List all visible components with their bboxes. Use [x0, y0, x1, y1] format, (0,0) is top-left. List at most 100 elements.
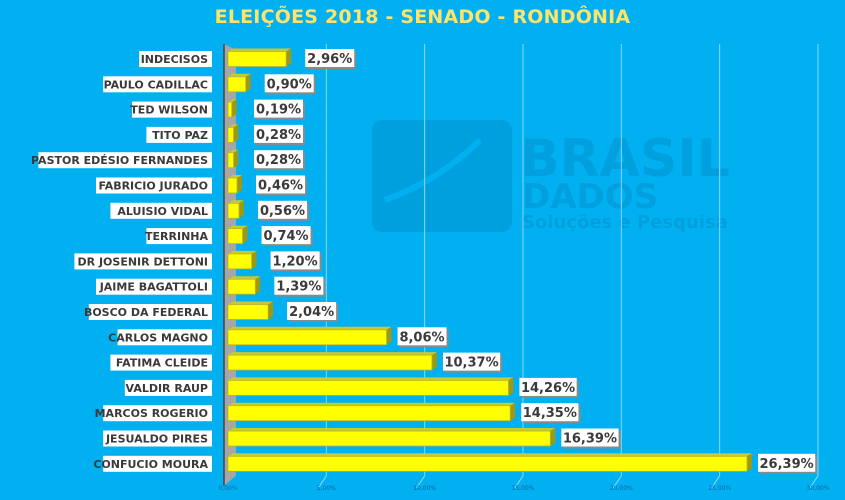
x-tick-label: 20,00%: [610, 485, 633, 492]
category-label-box: [103, 455, 212, 472]
value-label: 8,06%: [399, 330, 444, 345]
category-label: PASTOR EDÉSIO FERNANDES: [31, 154, 208, 167]
x-tick-label: 25,00%: [708, 485, 731, 492]
x-axis-ticks: 0,00% 5,00% 10,00% 15,00% 20,00% 25,00% 30,00%: [218, 485, 829, 492]
category-label: TITO PAZ: [152, 129, 208, 142]
category-label-box: [103, 76, 212, 93]
bar-side: [239, 200, 245, 219]
bar-side: [550, 428, 556, 446]
bar: [227, 228, 243, 245]
value-label-box: [254, 124, 303, 143]
value-label-box: [261, 226, 311, 245]
value-label: 1,20%: [273, 254, 318, 269]
category-label-box: [146, 228, 212, 245]
x-tick-label: 5,00%: [317, 485, 336, 492]
bar: [227, 152, 234, 169]
bar-top: [228, 225, 248, 229]
category-label-box: [103, 430, 212, 447]
category-label: VALDIR RAUP: [126, 382, 208, 395]
value-label: 16,39%: [563, 432, 617, 447]
value-label: 1,39%: [276, 280, 321, 295]
bar-top: [228, 175, 243, 178]
bar-side: [286, 48, 292, 67]
chart-title: ELEIÇÕES 2018 - SENADO - RONDÔNIA: [214, 6, 631, 28]
category-label-box: [117, 329, 212, 346]
bar-top: [228, 352, 437, 356]
bar-group: [227, 99, 237, 118]
category-label: CONFUCIO MOURA: [93, 458, 208, 471]
bar-group: [227, 124, 239, 143]
value-label: 26,39%: [760, 457, 814, 472]
bar: [227, 329, 387, 346]
category-label: CARLOS MAGNO: [108, 331, 208, 344]
bar-top: [228, 200, 245, 204]
bar: [227, 430, 551, 447]
bar-top: [228, 250, 257, 254]
category-label-box: [88, 304, 212, 320]
category-label-box: [132, 101, 212, 118]
x-tick-label: 0,00%: [218, 485, 237, 492]
bar-side: [233, 124, 239, 143]
bar-top: [228, 124, 239, 128]
x-tick-label: 30,00%: [807, 485, 830, 492]
bar: [227, 202, 240, 219]
category-label-box: [146, 126, 212, 143]
value-label-box: [270, 251, 320, 270]
bar-side: [255, 276, 261, 295]
value-label-box: [254, 150, 303, 169]
bar-top: [228, 453, 753, 457]
bar: [227, 101, 233, 118]
gridline-floor: [514, 475, 524, 489]
bar-group: [227, 276, 261, 295]
bar-group: [227, 453, 753, 472]
category-label: PAULO CADILLAC: [104, 78, 208, 91]
bar: [227, 354, 433, 371]
watermark-logo: BRASIL DADOS Soluções e Pesquisa: [372, 120, 730, 233]
bar-group: [227, 250, 257, 270]
bar-side: [251, 250, 257, 269]
bar-side: [747, 453, 753, 472]
bar-side: [386, 326, 392, 345]
category-label-box: [124, 379, 212, 396]
bar: [227, 177, 238, 194]
value-label-box: [397, 327, 447, 346]
watermark-arrow-icon: [383, 137, 483, 203]
bar-side: [237, 175, 243, 193]
bar-top: [228, 276, 261, 280]
bar: [227, 304, 269, 320]
category-label: TERRINHA: [145, 230, 208, 243]
bar-group: [227, 428, 556, 447]
value-label: 0,28%: [256, 153, 301, 168]
bar-side: [231, 99, 237, 118]
value-label: 2,04%: [289, 305, 334, 320]
bar-side: [431, 352, 437, 371]
category-label-box: [103, 405, 212, 422]
bar-top: [228, 377, 514, 381]
bar-group: [227, 225, 248, 245]
category-label: JAIME BAGATTOLI: [99, 281, 208, 294]
value-label: 2,96%: [307, 52, 352, 67]
value-label-box: [258, 200, 308, 219]
value-label: 0,74%: [263, 229, 308, 244]
bar-top: [228, 402, 516, 406]
value-label-box: [256, 175, 306, 194]
category-labels: INDECISOS PAULO CADILLAC TED WILSON TITO PA…: [31, 51, 213, 472]
bars: [227, 48, 753, 472]
x-tick-label: 15,00%: [512, 485, 535, 492]
bar-group: [227, 48, 292, 67]
category-label: BOSCO DA FEDERAL: [84, 306, 208, 319]
value-label-box: [442, 352, 501, 371]
bar-group: [227, 352, 437, 371]
value-label-box: [287, 302, 337, 320]
category-label-box: [96, 177, 212, 194]
bar-top: [228, 99, 237, 103]
watermark-line3: Soluções e Pesquisa: [522, 212, 728, 233]
bar: [227, 76, 247, 93]
bar: [227, 455, 748, 472]
bar: [227, 253, 253, 270]
watermark-line2: DADOS: [522, 177, 658, 217]
bar-top: [228, 301, 274, 305]
bar: [227, 405, 511, 422]
